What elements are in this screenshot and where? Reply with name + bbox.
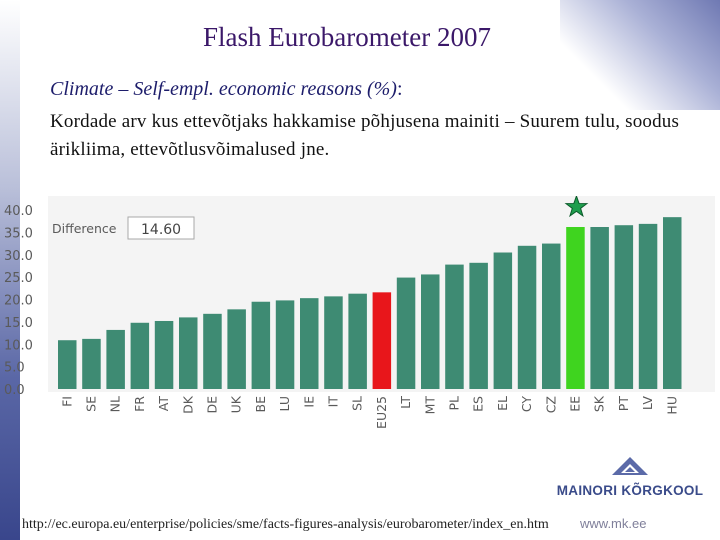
y-tick-label: 15.0 [4, 316, 33, 331]
left-decorative-band [0, 0, 20, 540]
bar-ee [566, 227, 585, 389]
x-tick-label: LU [277, 396, 292, 412]
x-tick-label: UK [229, 395, 244, 413]
description-text: Kordade arv kus ettevõtjaks hakkamise põ… [50, 111, 680, 160]
bar-nl [106, 329, 125, 389]
bar-cy [517, 245, 537, 389]
bar-de [203, 313, 222, 389]
logo: MAINORI KÕRGKOOL [535, 456, 720, 498]
bar-hu [663, 217, 682, 389]
bar-lv [638, 223, 658, 389]
x-tick-label: MT [422, 396, 437, 415]
bar-chart: 40.0 35.0 30.0 25.0 20.0 15.0 10.0 5.0 0.0 FI SE NL… [0, 196, 720, 436]
bar-fr [130, 322, 150, 389]
x-tick-label: IT [325, 396, 340, 408]
y-tick-label: 25.0 [4, 271, 33, 286]
difference-value: 14.60 [141, 222, 181, 238]
x-tick-label: PL [446, 396, 461, 411]
x-tick-label: SE [83, 396, 98, 412]
x-tick-label: ES [471, 396, 486, 412]
site-link[interactable]: www.mk.ee [580, 516, 647, 531]
bar-fi [58, 340, 77, 389]
bar-be [251, 301, 271, 389]
x-tick-label: HU [664, 396, 679, 415]
x-tick-label: LV [640, 396, 655, 411]
bar-it [324, 296, 343, 389]
x-tick-label: CZ [543, 396, 558, 413]
bar-uk [227, 309, 246, 389]
x-tick-label: SL [350, 396, 365, 411]
difference-label: Difference [52, 221, 117, 236]
bar-pl [445, 264, 464, 389]
bar-pt [614, 225, 634, 389]
bar-mt [421, 274, 440, 389]
x-tick-label: LT [398, 396, 413, 409]
y-tick-label: 5.0 [4, 361, 25, 376]
y-tick-label: 40.0 [4, 204, 33, 219]
chart-svg: 40.0 35.0 30.0 25.0 20.0 15.0 10.0 5.0 0.0 FI SE NL… [4, 196, 715, 429]
x-tick-label: NL [108, 396, 123, 412]
bar-lt [396, 277, 416, 389]
x-tick-label: CY [519, 396, 534, 413]
slide-subtitle: Climate – Self-empl. economic reasons (%… [50, 78, 403, 101]
x-tick-label: EE [567, 396, 582, 412]
x-tick-label: SK [592, 395, 607, 412]
x-tick-label: FI [59, 396, 74, 407]
corner-decoration [560, 0, 720, 110]
y-tick-label: 0.0 [4, 383, 25, 398]
x-tick-label: FR [132, 396, 147, 412]
x-tick-label: IE [301, 396, 316, 408]
bar-eu25 [372, 292, 392, 389]
bar-cz [542, 243, 561, 389]
x-tick-label: EL [495, 396, 510, 411]
bar-ie [300, 298, 319, 389]
difference-box [127, 216, 195, 240]
bar-el [493, 252, 513, 389]
logo-text: MAINORI KÕRGKOOL [556, 483, 704, 498]
slide-title: Flash Eurobarometer 2007 [203, 22, 491, 52]
bar-at [154, 320, 174, 389]
y-tick-label: 20.0 [4, 294, 33, 309]
logo-triangle-icon [612, 457, 648, 475]
subtitle-italic: Climate – Self-empl. economic reasons (%… [50, 78, 397, 100]
bar-se [82, 338, 101, 389]
bar-sk [590, 227, 609, 389]
x-tick-label: AT [156, 396, 171, 412]
source-url[interactable]: http://ec.europa.eu/enterprise/policies/… [22, 517, 549, 532]
star-icon [564, 196, 589, 218]
bar-sl [348, 293, 367, 389]
bar-es [469, 262, 488, 389]
y-tick-label: 30.0 [4, 249, 33, 264]
bar-lu [275, 300, 295, 389]
x-tick-label: DE [204, 396, 219, 414]
x-tick-label: DK [180, 395, 195, 414]
y-tick-label: 35.0 [4, 226, 33, 241]
subtitle-colon: : [396, 78, 403, 100]
y-tick-label: 10.0 [4, 338, 33, 353]
x-tick-label: BE [253, 396, 268, 413]
bar-dk [179, 317, 198, 389]
x-tick-label: PT [616, 396, 631, 412]
x-tick-label: EU25 [374, 396, 389, 429]
